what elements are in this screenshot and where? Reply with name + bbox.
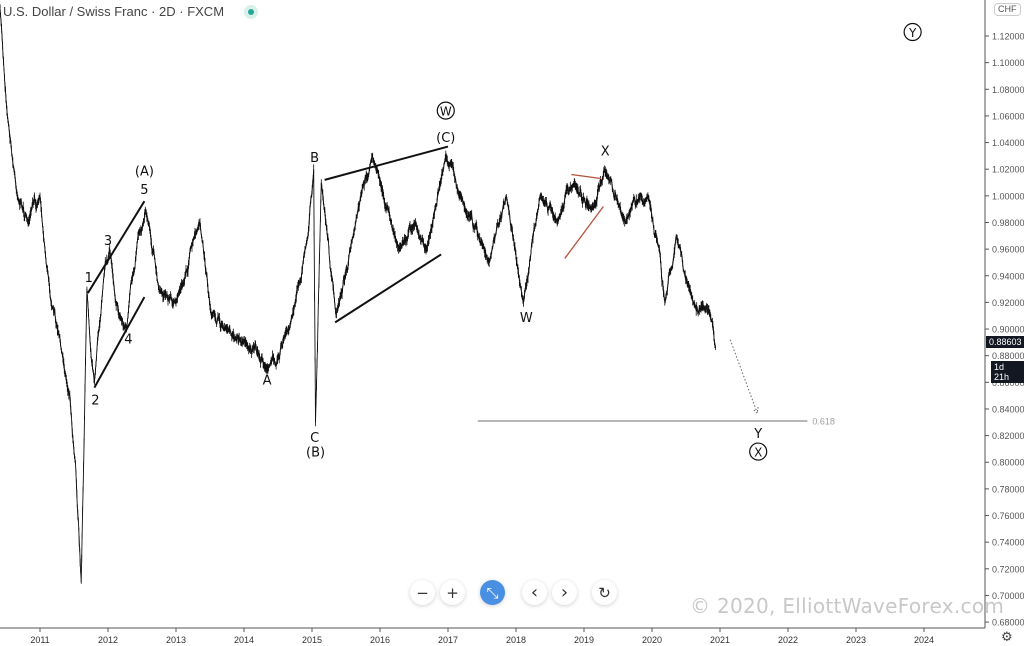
x-tick-label: 2022 bbox=[778, 635, 798, 645]
arrow-head-icon bbox=[752, 406, 759, 414]
y-tick-label: 0.72000 bbox=[992, 564, 1024, 574]
y-tick-label: 0.78000 bbox=[992, 484, 1024, 494]
wave-label-text: 4 bbox=[124, 332, 132, 347]
wave-label: 3 bbox=[104, 234, 112, 249]
y-tick-label: 0.98000 bbox=[992, 218, 1024, 228]
x-tick-label: 2016 bbox=[370, 635, 390, 645]
wave-label-text: (A) bbox=[135, 165, 154, 180]
x-tick-label: 2019 bbox=[574, 635, 594, 645]
reset-scale-button[interactable]: ⤡ bbox=[480, 580, 505, 605]
y-tick-label: 1.08000 bbox=[992, 85, 1024, 95]
wave-label-text: X bbox=[754, 446, 762, 460]
wave-label-text: C bbox=[310, 431, 319, 446]
wave-label-text: X bbox=[601, 145, 610, 160]
wave-label: 1 bbox=[85, 271, 93, 286]
wave-label-text: 3 bbox=[104, 234, 112, 249]
y-tick-label: 0.88000 bbox=[992, 351, 1024, 361]
wave-label-text: 5 bbox=[140, 183, 148, 198]
x-tick-label: 2015 bbox=[302, 635, 322, 645]
wave-label: (C) bbox=[436, 131, 455, 146]
wave-label-text: (B) bbox=[306, 446, 325, 461]
wave-label-text: 2 bbox=[91, 394, 99, 409]
scroll-left-button[interactable]: ‹ bbox=[522, 580, 547, 605]
trendline bbox=[324, 145, 449, 181]
wave-label: X bbox=[601, 145, 610, 160]
last-price-tag: 0.88603 bbox=[986, 336, 1024, 348]
x-tick-label: 2018 bbox=[506, 635, 526, 645]
gear-icon[interactable]: ⚙ bbox=[1001, 630, 1013, 645]
x-tick-label: 2014 bbox=[234, 635, 254, 645]
y-tick-label: 0.68000 bbox=[992, 618, 1024, 628]
wave-label: W bbox=[520, 311, 533, 326]
trendline bbox=[87, 200, 146, 294]
wave-label: A bbox=[263, 374, 272, 389]
y-tick-label: 1.00000 bbox=[992, 191, 1024, 201]
wave-label-text: Y bbox=[908, 26, 917, 40]
y-tick-label: 1.02000 bbox=[992, 165, 1024, 175]
wave-label: 2 bbox=[91, 394, 99, 409]
fib-level-label: 0.618 bbox=[812, 416, 835, 426]
y-tick-label: 0.96000 bbox=[992, 245, 1024, 255]
y-tick-label: 0.70000 bbox=[992, 591, 1024, 601]
scroll-right-button[interactable]: › bbox=[552, 580, 577, 605]
wave-label: C bbox=[310, 431, 319, 446]
x-tick-label: 2012 bbox=[98, 635, 118, 645]
bar-countdown: 1d 21h bbox=[991, 361, 1024, 383]
y-tick-label: 0.92000 bbox=[992, 298, 1024, 308]
trendline bbox=[93, 296, 146, 389]
wave-label: (A) bbox=[135, 165, 154, 180]
y-tick-label: 0.84000 bbox=[992, 404, 1024, 414]
wave-label-text: Y bbox=[753, 427, 762, 442]
trendline bbox=[571, 173, 601, 180]
reset-chart-button[interactable]: ↻ bbox=[592, 580, 617, 605]
wave-label: B bbox=[310, 151, 319, 166]
wave-label-circle bbox=[903, 22, 922, 42]
y-tick-label: 0.80000 bbox=[992, 458, 1024, 468]
wave-label-circle bbox=[436, 101, 455, 120]
wave-label-text: B bbox=[310, 151, 319, 166]
wave-label-circle bbox=[749, 442, 768, 461]
wave-label: (B) bbox=[306, 446, 325, 461]
x-tick-label: 2021 bbox=[710, 635, 730, 645]
wave-label: 5 bbox=[140, 183, 148, 198]
x-tick-label: 2023 bbox=[846, 635, 866, 645]
wave-label-circled: W bbox=[436, 101, 455, 120]
wave-label-text: W bbox=[440, 105, 452, 119]
x-tick-label: 2020 bbox=[642, 635, 662, 645]
market-status-icon bbox=[244, 5, 258, 19]
wave-label: 4 bbox=[124, 332, 132, 347]
price-series-line bbox=[0, 9, 717, 583]
wave-label-text: W bbox=[520, 311, 533, 326]
chart-title: U.S. Dollar / Swiss Franc · 2D · FXCM bbox=[3, 4, 225, 19]
y-tick-label: 1.10000 bbox=[992, 58, 1024, 68]
currency-badge[interactable]: CHF bbox=[994, 3, 1021, 16]
watermark: © 2020, ElliottWaveForex.com bbox=[690, 594, 1005, 618]
price-bars bbox=[0, 4, 716, 584]
y-tick-label: 0.82000 bbox=[992, 431, 1024, 441]
x-tick-label: 2011 bbox=[30, 635, 49, 645]
y-tick-label: 0.94000 bbox=[992, 271, 1024, 281]
y-tick-label: 0.90000 bbox=[992, 325, 1024, 335]
y-tick-label: 0.76000 bbox=[992, 511, 1024, 521]
y-tick-label: 0.74000 bbox=[992, 538, 1024, 548]
x-tick-label: 2024 bbox=[914, 635, 934, 645]
zoom-in-button[interactable]: + bbox=[440, 580, 465, 605]
y-tick-label: 1.04000 bbox=[992, 138, 1024, 148]
x-tick-label: 2017 bbox=[438, 635, 458, 645]
y-tick-label: 1.06000 bbox=[992, 111, 1024, 121]
trendline bbox=[334, 253, 442, 324]
y-tick-label: 1.12000 bbox=[992, 32, 1024, 42]
trendline bbox=[564, 206, 604, 259]
wave-label-text: 1 bbox=[85, 271, 93, 286]
zoom-out-button[interactable]: − bbox=[410, 580, 435, 605]
price-series bbox=[0, 4, 717, 584]
wave-label-text: A bbox=[263, 374, 272, 389]
wave-label: Y bbox=[753, 427, 762, 442]
projection-arrow-line bbox=[729, 339, 758, 414]
wave-label-circled: X bbox=[749, 442, 768, 461]
x-tick-label: 2013 bbox=[166, 635, 186, 645]
wave-label-circled: Y bbox=[903, 22, 922, 42]
wave-label-text: (C) bbox=[436, 131, 455, 146]
